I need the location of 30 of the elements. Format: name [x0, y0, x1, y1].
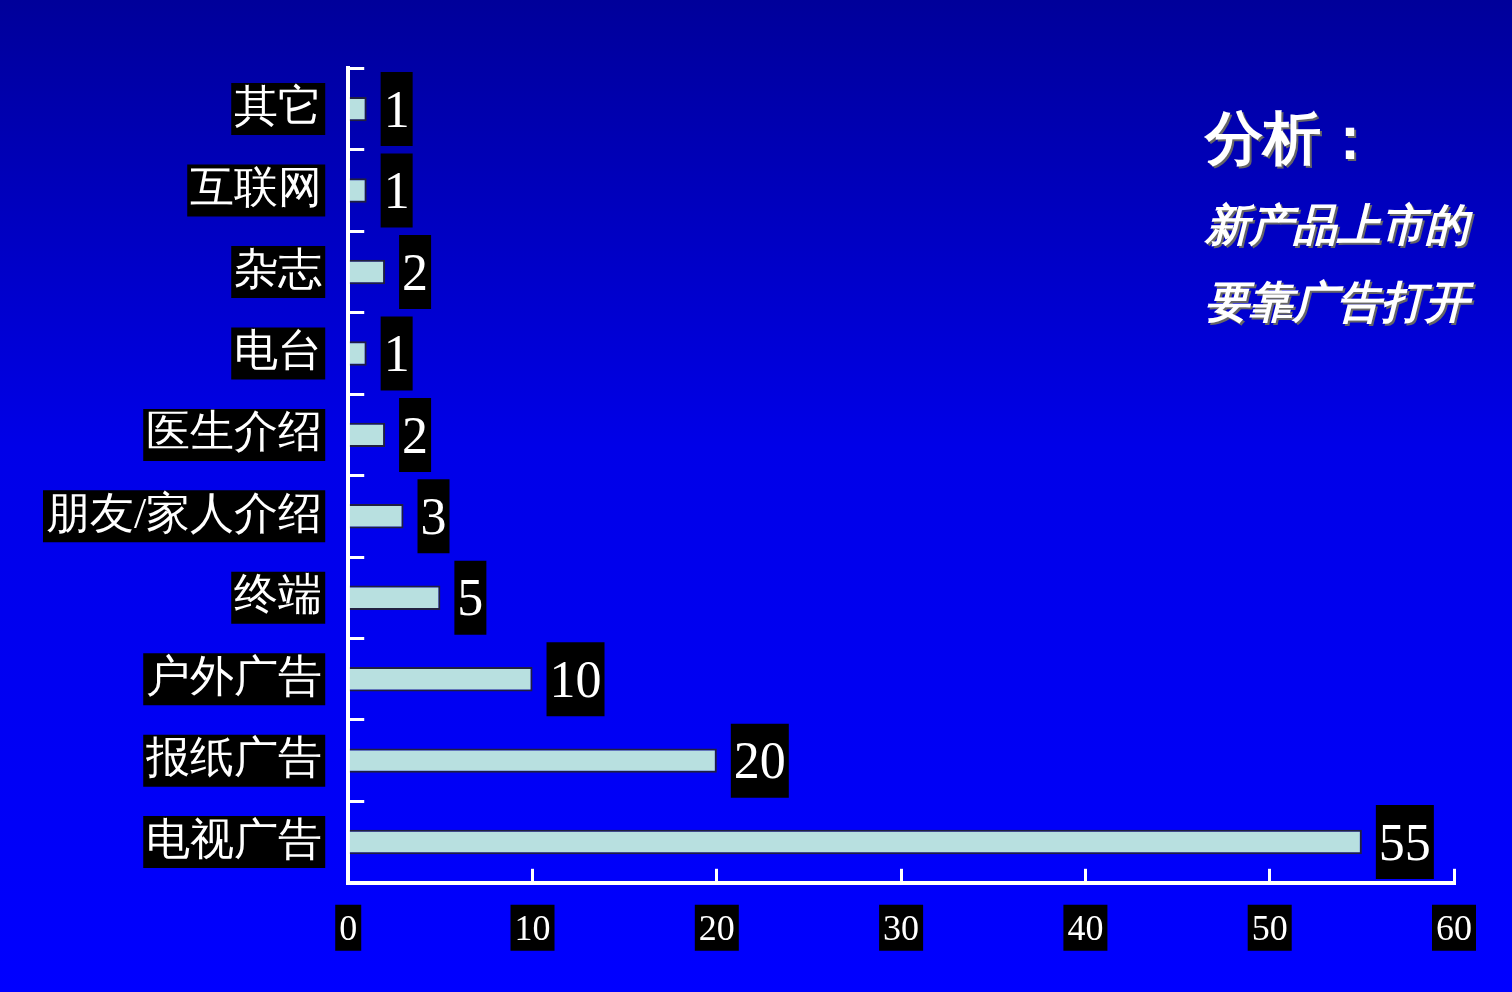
x-tick-label: 40 [1067, 907, 1104, 948]
y-tick-label: 医生介绍 [146, 407, 323, 457]
annotation: 分析： [1205, 103, 1380, 174]
x-tick-label: 20 [698, 907, 735, 948]
data-label: 1 [383, 80, 410, 138]
data-label: 5 [457, 569, 484, 627]
annotation: 新产品上市的 [1205, 198, 1474, 252]
x-tick-label: 10 [514, 907, 551, 948]
data-label: 55 [1378, 813, 1431, 871]
y-tick-label: 电视广告 [146, 814, 323, 864]
data-label: 2 [402, 243, 429, 301]
x-tick-label: 50 [1251, 907, 1288, 948]
x-tick-label: 0 [339, 907, 358, 948]
data-label: 10 [549, 650, 602, 708]
data-label: 3 [420, 487, 447, 545]
y-tick-label: 报纸广告 [145, 733, 323, 783]
x-tick-label: 60 [1436, 907, 1472, 948]
y-tick-label: 其它 [234, 81, 323, 131]
annotation: 要靠广告打开 [1205, 275, 1475, 329]
data-label: 2 [402, 406, 429, 464]
y-tick-label: 终端 [234, 570, 323, 620]
data-label: 1 [383, 162, 410, 220]
y-tick-label: 互联网 [190, 163, 323, 213]
y-tick-label: 杂志 [234, 244, 323, 294]
y-tick-label: 户外广告 [146, 651, 323, 701]
y-tick-label: 电台 [234, 326, 323, 375]
x-tick-label: 30 [883, 907, 920, 948]
y-tick-label: 朋友/家人介绍 [45, 488, 323, 538]
data-label: 20 [733, 732, 786, 790]
data-label: 1 [383, 325, 410, 383]
